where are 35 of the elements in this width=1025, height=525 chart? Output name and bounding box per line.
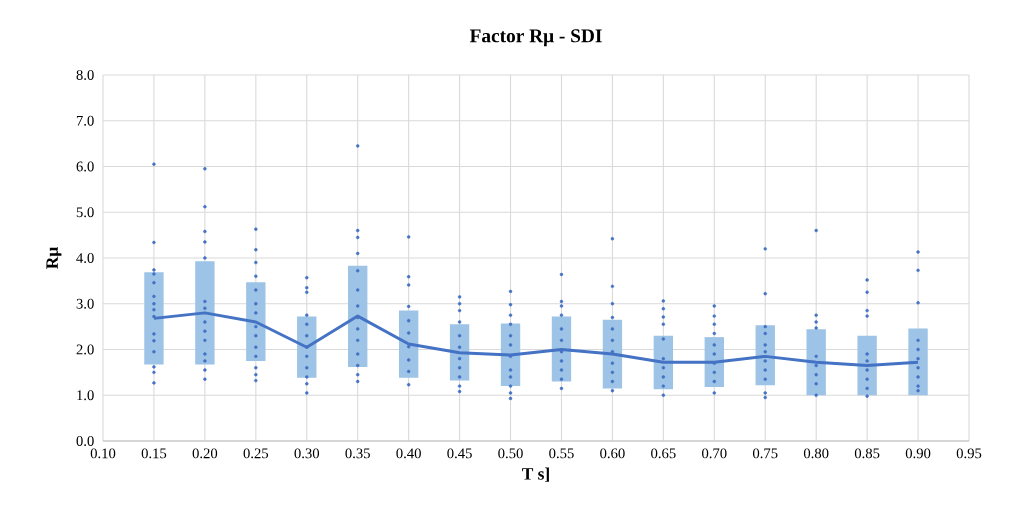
bar: [195, 261, 215, 365]
y-tick-label: 0.0: [76, 436, 94, 446]
y-tick-label: 7.0: [76, 115, 94, 126]
x-tick-label: 0.20: [192, 448, 218, 459]
x-tick-label: 0.10: [90, 448, 116, 459]
x-tick-label: 0.50: [498, 448, 523, 459]
y-axis-title: Rμ: [46, 247, 62, 269]
bar: [806, 329, 826, 396]
x-tick-label: 0.40: [396, 448, 421, 459]
x-tick-label: 0.70: [702, 448, 727, 459]
x-tick-label: 0.65: [651, 448, 676, 459]
y-tick-label: 4.0: [76, 253, 94, 263]
chart-title: Factor Rμ - SDI: [469, 29, 602, 47]
x-tick-label: 0.30: [294, 448, 320, 459]
x-tick-label: 0.90: [905, 448, 931, 459]
x-tick-label: 0.85: [854, 448, 880, 459]
y-tick-label: 6.0: [76, 161, 94, 172]
x-tick-label: 0.35: [345, 448, 370, 459]
bar: [348, 265, 368, 367]
y-tick-label: 1.0: [77, 390, 94, 401]
x-tick-label: 0.75: [752, 448, 778, 459]
x-tick-label: 0.60: [600, 448, 625, 459]
y-tick-label: 3.0: [76, 298, 94, 309]
y-tick-label: 8.0: [76, 70, 94, 80]
x-tick-label: 0.15: [141, 448, 167, 459]
x-tick-label: 0.25: [243, 448, 269, 459]
x-axis-title: T s]: [522, 467, 549, 482]
bar: [398, 310, 419, 378]
x-tick-label: 0.95: [956, 448, 982, 459]
x-tick-label: 0.45: [447, 448, 472, 459]
y-tick-label: 5.0: [76, 207, 94, 218]
bar: [144, 272, 164, 365]
x-tick-label: 0.80: [803, 448, 829, 459]
y-tick-label: 2.0: [76, 344, 94, 355]
x-tick-label: 0.55: [549, 448, 574, 459]
